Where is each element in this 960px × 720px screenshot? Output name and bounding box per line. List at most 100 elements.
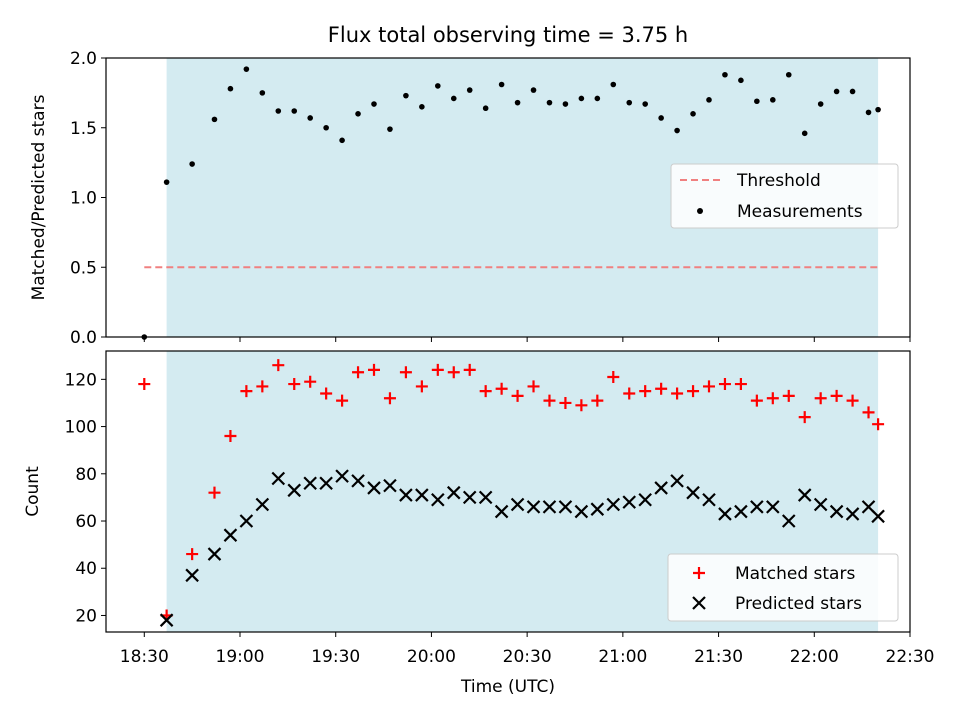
y-tick-label: 100 <box>65 418 97 438</box>
measurement-point <box>514 99 521 106</box>
predicted-star-point <box>351 474 365 488</box>
matched-star-point <box>814 392 827 405</box>
predicted-star-point <box>622 495 637 509</box>
x-tick-label: 19:30 <box>311 647 360 667</box>
measurement-point <box>482 105 489 112</box>
y-tick-label: 1.0 <box>70 189 97 209</box>
matched-star-point <box>798 411 811 424</box>
measurement-point <box>642 101 648 107</box>
matched-star-point <box>431 363 444 376</box>
ratio-legend: Threshold Measurements <box>670 163 899 229</box>
measurement-point <box>371 101 377 107</box>
measurement-point <box>801 130 808 137</box>
predicted-star-point <box>606 497 621 512</box>
matched-star-point <box>479 385 492 398</box>
chart-title: Flux total observing time = 3.75 h <box>328 23 688 47</box>
count-legend: Matched stars Predicted stars <box>667 553 899 622</box>
y-tick-label: 80 <box>75 465 97 485</box>
predicted-star-point <box>750 500 764 514</box>
measurement-point <box>227 85 234 92</box>
measurement-point <box>403 92 409 99</box>
predicted-star-point <box>686 485 700 500</box>
predicted-star-point <box>159 613 174 627</box>
count-y-label: Count <box>23 466 43 517</box>
legend-predicted-swatch <box>692 596 706 610</box>
ratio-panel-frame <box>105 57 911 338</box>
measurement-point <box>610 81 617 88</box>
count-x-ticks: 18:30 19:00 19:30 20:00 20:30 21:00 21:30 22:00… <box>120 632 935 667</box>
predicted-star-point <box>702 492 716 507</box>
matched-star-point <box>559 396 572 409</box>
y-tick-label: 0.5 <box>70 258 97 278</box>
predicted-star-point <box>813 497 828 512</box>
predicted-star-point <box>718 507 732 521</box>
predicted-star-point <box>478 490 493 505</box>
predicted-star-point <box>239 514 254 528</box>
measurement-point <box>658 115 664 121</box>
x-tick-label: 20:00 <box>407 647 456 667</box>
measurement-point <box>355 111 361 117</box>
matched-star-point <box>575 399 588 412</box>
y-tick-label: 0.0 <box>70 328 97 348</box>
measurement-point <box>674 127 680 134</box>
x-tick-label: 21:30 <box>694 647 743 667</box>
matched-star-point <box>256 380 269 393</box>
measurement-point <box>307 115 313 121</box>
measurement-point <box>466 87 473 93</box>
predicted-star-point <box>335 469 349 483</box>
measurement-point <box>323 124 329 131</box>
matched-star-point <box>336 394 349 407</box>
count-y-ticks: 20 40 60 80 100 120 <box>65 370 106 626</box>
predicted-star-point <box>319 476 333 491</box>
measurement-point <box>450 95 457 102</box>
matched-star-point <box>208 486 221 499</box>
measurement-point <box>594 95 601 102</box>
matched-star-point <box>718 378 731 391</box>
measurement-point <box>849 88 856 95</box>
matched-star-point <box>872 418 885 431</box>
measurement-point <box>189 161 195 167</box>
ratio-panel: 0.00.51.01.52.0 Matched/Predicted stars … <box>29 49 911 348</box>
legend-plus-marker <box>693 567 705 579</box>
predicted-star-point <box>797 488 812 502</box>
matched-star-point <box>288 378 301 391</box>
predicted-star-point <box>367 481 381 495</box>
x-tick-label: 21:00 <box>598 647 647 667</box>
x-tick-label: 22:00 <box>790 647 839 667</box>
ratio-x-ticks <box>143 337 911 342</box>
predicted-star-point <box>766 500 780 514</box>
measurement-point <box>833 88 840 95</box>
x-tick-label: 18:30 <box>120 647 169 667</box>
legend-x-marker <box>692 596 706 610</box>
predicted-star-point <box>845 507 860 521</box>
legend-matched-swatch <box>693 567 705 579</box>
predicted-star-point <box>207 547 222 561</box>
matched-star-point <box>138 378 151 391</box>
legend-predicted-label: Predicted stars <box>735 594 862 614</box>
measurement-point <box>291 108 298 114</box>
measurement-point <box>387 126 393 132</box>
matched-star-point <box>447 366 460 379</box>
predicted-star-point <box>574 504 589 519</box>
predicted-star-point <box>431 492 445 507</box>
matched-star-point <box>320 387 333 400</box>
matched-star-point <box>734 378 747 391</box>
measurement-point <box>626 99 633 106</box>
matched-star-point <box>352 366 365 379</box>
count-legend-box <box>667 553 899 622</box>
time-x-label: Time (UTC) <box>460 677 555 697</box>
measurement-point <box>546 99 553 106</box>
matched-stars-points <box>138 359 885 622</box>
measurement-point <box>875 106 881 113</box>
matched-star-point <box>671 387 684 400</box>
predicted-star-point <box>734 504 748 519</box>
measurement-point <box>738 77 744 84</box>
predicted-star-point <box>526 500 541 514</box>
matched-star-point <box>527 380 540 393</box>
matched-star-point <box>304 375 317 388</box>
legend-measurements-label: Measurements <box>737 202 863 222</box>
predicted-star-point <box>670 474 684 488</box>
matched-star-point <box>368 363 380 376</box>
measurement-point <box>770 97 776 103</box>
